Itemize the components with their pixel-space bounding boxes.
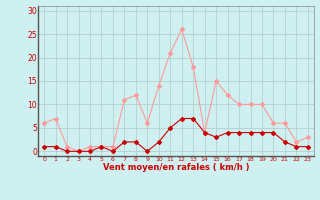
X-axis label: Vent moyen/en rafales ( km/h ): Vent moyen/en rafales ( km/h )	[103, 163, 249, 172]
